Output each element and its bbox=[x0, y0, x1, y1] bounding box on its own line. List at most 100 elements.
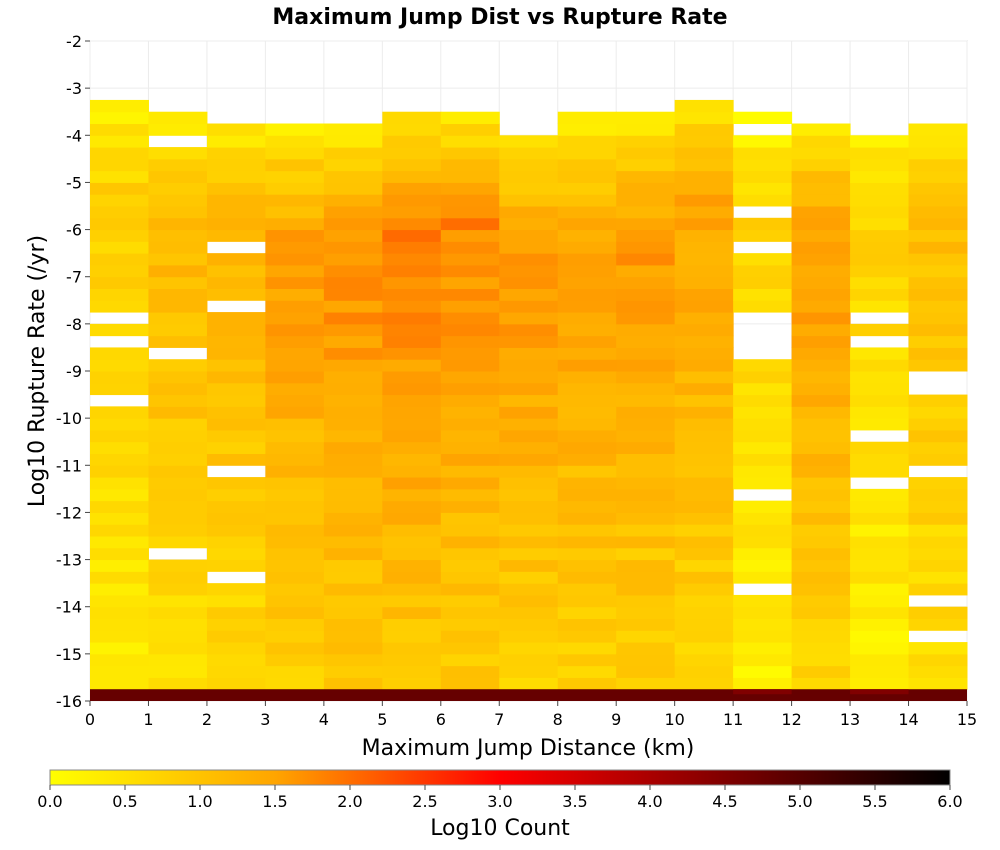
heatmap-cell bbox=[791, 406, 851, 419]
heatmap-cell bbox=[382, 347, 442, 360]
heatmap-cell bbox=[557, 347, 617, 360]
heatmap-cell bbox=[908, 241, 968, 254]
heatmap-cell bbox=[148, 536, 208, 549]
heatmap-cell bbox=[616, 536, 676, 549]
heatmap-cell bbox=[265, 123, 325, 136]
heatmap-cell bbox=[850, 594, 910, 608]
heatmap-cell bbox=[440, 524, 500, 537]
heatmap-cell bbox=[499, 618, 559, 631]
heatmap-cell bbox=[382, 465, 442, 478]
heatmap-cell bbox=[499, 488, 559, 502]
heatmap-cell bbox=[382, 606, 442, 619]
heatmap-cell bbox=[557, 465, 617, 478]
heatmap-cell bbox=[265, 264, 325, 278]
y-tick-label: -8 bbox=[66, 315, 82, 334]
heatmap-cell bbox=[733, 371, 793, 384]
heatmap-cell bbox=[265, 547, 325, 561]
heatmap-cell bbox=[265, 276, 325, 289]
heatmap-cell bbox=[499, 594, 559, 608]
heatmap-cell bbox=[499, 194, 559, 207]
heatmap-cell bbox=[499, 182, 559, 195]
heatmap-cell bbox=[616, 123, 676, 136]
x-tick-label: 3 bbox=[260, 710, 270, 729]
heatmap-cell bbox=[850, 323, 910, 337]
heatmap-cell bbox=[733, 147, 793, 160]
heatmap-cell bbox=[265, 606, 325, 619]
heatmap-cell bbox=[733, 182, 793, 195]
heatmap-cell bbox=[382, 630, 442, 643]
heatmap-cell bbox=[499, 135, 559, 148]
heatmap-cell bbox=[674, 206, 734, 219]
heatmap-cell bbox=[674, 500, 734, 513]
heatmap-cell bbox=[616, 158, 676, 172]
heatmap-cell bbox=[382, 335, 442, 348]
colorbar-tick-label: 4.0 bbox=[637, 792, 662, 811]
heatmap-cell bbox=[674, 512, 734, 525]
heatmap-cell bbox=[265, 512, 325, 525]
heatmap-cell bbox=[616, 241, 676, 254]
heatmap-cell bbox=[850, 394, 910, 407]
heatmap-cell bbox=[557, 229, 617, 242]
heatmap-cell bbox=[674, 229, 734, 242]
heatmap-cell bbox=[265, 217, 325, 231]
heatmap-cell bbox=[499, 630, 559, 643]
heatmap-cell bbox=[206, 512, 266, 525]
heatmap-cell bbox=[206, 382, 266, 396]
heatmap-cell bbox=[616, 477, 676, 490]
colorbar-tick-label: 2.5 bbox=[412, 792, 437, 811]
heatmap-cell bbox=[206, 335, 266, 348]
heatmap-cell bbox=[90, 99, 149, 113]
heatmap-cell bbox=[90, 111, 149, 124]
heatmap-cell bbox=[499, 371, 559, 384]
heatmap-cell bbox=[440, 170, 500, 183]
heatmap-cell bbox=[148, 441, 208, 454]
heatmap-cell bbox=[557, 618, 617, 631]
heatmap-cell bbox=[206, 441, 266, 454]
heatmap-cell bbox=[557, 359, 617, 372]
heatmap-cell bbox=[440, 206, 500, 219]
heatmap-cell bbox=[382, 524, 442, 537]
x-tick-label: 1 bbox=[143, 710, 153, 729]
heatmap-cell bbox=[616, 512, 676, 525]
heatmap-cell bbox=[323, 182, 383, 195]
heatmap-cell bbox=[206, 677, 266, 690]
heatmap-cell bbox=[440, 276, 500, 289]
heatmap-cell bbox=[791, 477, 851, 490]
heatmap-cell bbox=[674, 453, 734, 466]
heatmap-cell bbox=[674, 147, 734, 160]
heatmap-cell bbox=[265, 665, 325, 678]
heatmap-cell bbox=[323, 170, 383, 183]
heatmap-cell bbox=[148, 229, 208, 242]
heatmap-cell bbox=[440, 477, 500, 490]
heatmap-cell bbox=[850, 630, 910, 643]
heatmap-cell bbox=[791, 264, 851, 278]
heatmap-cell bbox=[382, 394, 442, 407]
heatmap-cell bbox=[148, 453, 208, 466]
heatmap-cell bbox=[440, 606, 500, 619]
heatmap-cell bbox=[674, 653, 734, 667]
heatmap-cell bbox=[499, 394, 559, 407]
heatmap-cell bbox=[148, 253, 208, 266]
heatmap-cell bbox=[382, 182, 442, 195]
heatmap-cell bbox=[206, 665, 266, 678]
heatmap-cell bbox=[908, 123, 968, 136]
heatmap-cell bbox=[557, 382, 617, 396]
heatmap-cell bbox=[323, 253, 383, 266]
heatmap-cell bbox=[148, 465, 208, 478]
heatmap-cell bbox=[206, 312, 266, 325]
heatmap-cell bbox=[440, 335, 500, 348]
heatmap-cell bbox=[908, 182, 968, 195]
heatmap-cell bbox=[733, 512, 793, 525]
heatmap-cell bbox=[674, 241, 734, 254]
heatmap-cell bbox=[499, 642, 559, 655]
heatmap-cell bbox=[440, 241, 500, 254]
heatmap-cell bbox=[791, 371, 851, 384]
y-tick-label: -6 bbox=[66, 221, 82, 240]
heatmap-cell bbox=[206, 276, 266, 289]
heatmap-cell bbox=[791, 253, 851, 266]
heatmap-cell bbox=[791, 300, 851, 313]
heatmap-cell bbox=[674, 170, 734, 183]
heatmap-cell bbox=[908, 147, 968, 160]
heatmap-cell bbox=[499, 158, 559, 172]
heatmap-cell bbox=[557, 630, 617, 643]
